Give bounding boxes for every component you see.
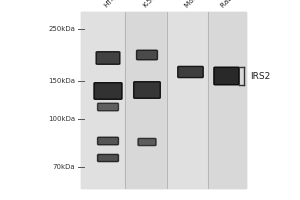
FancyBboxPatch shape: [134, 82, 160, 98]
Text: Rat kidney: Rat kidney: [220, 0, 252, 9]
Text: IRS2: IRS2: [250, 72, 271, 81]
Text: 250kDa: 250kDa: [48, 26, 75, 32]
FancyBboxPatch shape: [214, 67, 239, 85]
FancyBboxPatch shape: [138, 138, 156, 146]
Text: K-562: K-562: [141, 0, 160, 9]
Text: 70kDa: 70kDa: [52, 164, 75, 170]
FancyBboxPatch shape: [98, 137, 118, 145]
FancyBboxPatch shape: [98, 103, 118, 111]
Text: 150kDa: 150kDa: [48, 78, 75, 84]
Bar: [124, 12, 167, 188]
Bar: [81, 12, 124, 188]
Bar: [167, 12, 208, 188]
Bar: [81, 12, 246, 188]
FancyBboxPatch shape: [94, 83, 122, 99]
FancyBboxPatch shape: [98, 154, 118, 162]
Bar: [208, 12, 246, 188]
Text: 100kDa: 100kDa: [48, 116, 75, 122]
FancyBboxPatch shape: [178, 66, 203, 78]
FancyBboxPatch shape: [96, 52, 120, 64]
FancyBboxPatch shape: [136, 50, 158, 60]
Text: HT-29: HT-29: [102, 0, 122, 9]
Text: Mouse kidney: Mouse kidney: [183, 0, 223, 9]
